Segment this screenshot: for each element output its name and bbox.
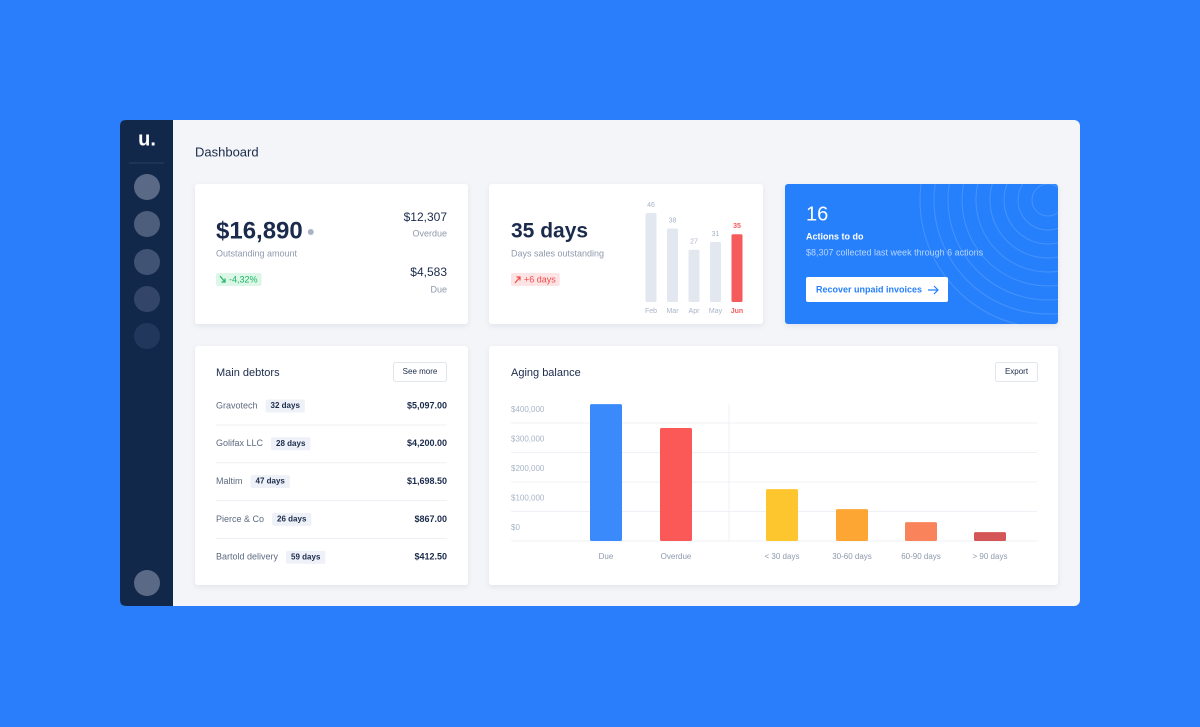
bar <box>645 213 657 302</box>
outstanding-label: Outstanding amount <box>216 248 298 258</box>
dso-value: 35 days <box>511 220 588 243</box>
dso-label: Days sales outstanding <box>511 248 604 258</box>
recover-button[interactable] <box>806 277 948 302</box>
info-icon[interactable] <box>307 229 314 235</box>
x-tick-label: > 90 days <box>973 552 1008 561</box>
debtor-amount: $1,698.50 <box>407 476 447 486</box>
bar <box>590 404 622 541</box>
days-badge <box>265 399 305 413</box>
bar <box>731 234 743 302</box>
debtors-title: Main debtors <box>216 367 280 379</box>
month-label: May <box>709 308 723 315</box>
bar <box>974 532 1006 541</box>
overdue-label: Overdue <box>412 228 447 238</box>
days-badge <box>250 475 290 489</box>
y-tick-label: $400,000 <box>511 405 545 414</box>
debtor-amount: $4,200.00 <box>407 438 447 448</box>
y-tick-label: $100,000 <box>511 494 545 503</box>
month-label: Feb <box>645 308 657 315</box>
days-text: 28 days <box>276 439 306 448</box>
card <box>489 346 1058 585</box>
debtor-list: Gravotech 32 days $5,097.00 Golifax LLC 28 d… <box>216 399 447 564</box>
aging-chart: $0 $100,000 $200,000 $300,000 $400,000 Due Ove… <box>511 404 1037 561</box>
see-more-button[interactable] <box>393 362 447 382</box>
x-tick-label: < 30 days <box>765 552 800 561</box>
avatar[interactable] <box>134 570 160 596</box>
bar <box>667 228 678 302</box>
bar-value-label: 31 <box>712 231 720 238</box>
y-tick-label: $300,000 <box>511 435 545 444</box>
debtor-name: Pierce & Co <box>216 514 264 524</box>
change-badge <box>511 273 560 286</box>
month-label: Apr <box>689 308 701 315</box>
aging-title: Aging balance <box>511 367 581 379</box>
x-tick-label: 30-60 days <box>832 552 872 561</box>
month-label: Jun <box>731 308 743 315</box>
nav-item[interactable] <box>134 249 160 275</box>
overdue-amount: $12,307 <box>404 210 448 224</box>
debtor-name: Golifax LLC <box>216 438 264 448</box>
x-tick-label: Due <box>599 552 614 561</box>
card <box>195 184 468 324</box>
outstanding-amount: $16,890 <box>216 217 303 244</box>
bar <box>710 242 721 302</box>
bar-value-label: 35 <box>733 223 741 230</box>
days-badge <box>286 550 326 564</box>
bar <box>766 489 798 541</box>
page-title: Dashboard <box>195 144 259 159</box>
days-text: 32 days <box>271 401 301 410</box>
card <box>195 346 468 585</box>
actions-subtitle: $8,307 collected last week through 6 act… <box>806 247 984 257</box>
nav-item[interactable] <box>134 211 160 237</box>
debtor-name: Bartold delivery <box>216 552 279 562</box>
days-badge <box>271 437 311 451</box>
days-badge <box>272 512 312 526</box>
bar-value-label: 46 <box>647 202 655 209</box>
debtor-amount: $412.50 <box>414 552 447 562</box>
debtor-amount: $867.00 <box>414 514 447 524</box>
actions-title: Actions to do <box>806 231 864 241</box>
bar <box>660 428 692 541</box>
change-text: -4,32% <box>229 274 258 284</box>
sidebar <box>120 120 173 606</box>
days-text: 47 days <box>256 477 286 486</box>
decoration <box>919 184 1058 324</box>
change-badge <box>216 273 262 286</box>
nav-item[interactable] <box>134 174 160 200</box>
recover-button-label: Recover unpaid invoices <box>816 284 922 294</box>
days-text: 26 days <box>277 515 307 524</box>
see-more-label: See more <box>403 367 438 376</box>
export-label: Export <box>1005 367 1029 376</box>
export-button[interactable] <box>995 362 1038 382</box>
up-arrow-icon <box>514 276 521 284</box>
x-tick-label: Overdue <box>661 552 692 561</box>
x-tick-label: 60-90 days <box>901 552 941 561</box>
logo: u. <box>138 128 156 150</box>
y-tick-label: $0 <box>511 523 520 532</box>
nav-item[interactable] <box>134 323 160 349</box>
actions-count: 16 <box>806 203 828 225</box>
days-text: 59 days <box>291 552 321 561</box>
dso-chart: 46 Feb 38 Mar 27 Apr 31 May 35 Jun <box>645 202 743 315</box>
bar <box>836 509 868 541</box>
y-tick-label: $200,000 <box>511 464 545 473</box>
arrow-icon <box>928 285 939 295</box>
bar-value-label: 27 <box>690 239 698 246</box>
debtor-amount: $5,097.00 <box>407 400 447 410</box>
down-arrow-icon <box>219 275 226 283</box>
bar <box>905 522 937 541</box>
due-amount: $4,583 <box>410 265 447 279</box>
month-label: Mar <box>666 308 679 315</box>
debtor-name: Maltim <box>216 476 243 486</box>
nav-item[interactable] <box>134 286 160 312</box>
change-text: +6 days <box>524 274 556 284</box>
bar-value-label: 38 <box>669 217 677 224</box>
bar <box>688 249 700 302</box>
due-label: Due <box>430 284 447 294</box>
debtor-name: Gravotech <box>216 400 258 410</box>
